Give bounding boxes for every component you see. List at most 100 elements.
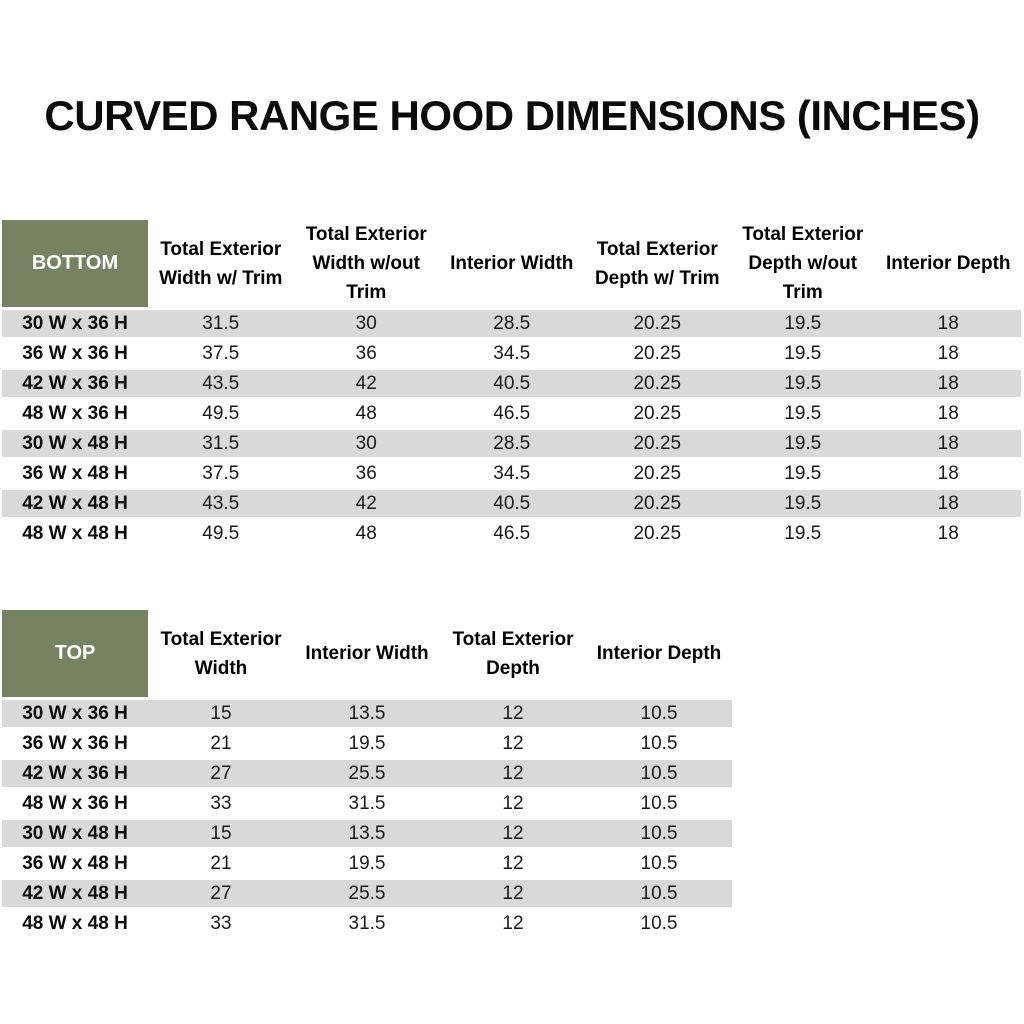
value-cell: 48 [355,402,377,424]
value-cell: 13.5 [294,700,440,727]
column-header: Total Exterior Width [160,628,282,679]
table-row: 30 W x 36 H 31.5 30 28.5 20.25 19.5 18 [2,310,1021,337]
value-cell: 10.5 [640,852,678,874]
value-cell: 31.5 [148,310,294,337]
header-row: TOP Total Exterior Width Interior Width Tot… [2,610,732,697]
bottom-dimensions-table: BOTTOM Total Exterior Width w/ Trim Total … [2,217,1021,550]
row-label: 36 W x 36 H [22,732,128,754]
value-cell: 10.5 [640,912,678,934]
column-header: Total Exterior Depth [452,628,574,679]
value-cell: 40.5 [439,370,585,397]
value-cell: 19.5 [730,490,876,517]
value-cell: 27 [148,880,294,907]
value-cell: 12 [502,912,524,934]
value-cell: 20.25 [584,430,730,457]
column-header: Interior Depth [885,253,1011,274]
value-cell: 12 [440,880,586,907]
value-cell: 42 [293,370,439,397]
value-cell: 30 [293,310,439,337]
value-cell: 21 [210,852,232,874]
value-cell: 25.5 [294,760,440,787]
column-header: Interior Width [305,643,429,664]
table-row: 48 W x 48 H 33 31.5 12 10.5 [2,910,732,937]
value-cell: 20.25 [584,310,730,337]
value-cell: 28.5 [439,430,585,457]
value-cell: 19.5 [730,370,876,397]
value-cell: 19.5 [730,430,876,457]
value-cell: 13.5 [294,820,440,847]
row-label: 36 W x 48 H [22,462,128,484]
value-cell: 18 [937,462,959,484]
corner-cell: BOTTOM [2,220,148,307]
row-label: 30 W x 36 H [2,310,148,337]
value-cell: 10.5 [586,760,732,787]
value-cell: 37.5 [202,462,240,484]
value-cell: 12 [440,820,586,847]
table-row: 36 W x 48 H 21 19.5 12 10.5 [2,850,732,877]
column-header: Total Exterior Width w/out Trim [305,224,427,303]
table-row: 42 W x 36 H 27 25.5 12 10.5 [2,760,732,787]
table-row: 36 W x 48 H 37.5 36 34.5 20.25 19.5 18 [2,460,1021,487]
value-cell: 46.5 [493,522,531,544]
value-cell: 36 [355,342,377,364]
value-cell: 18 [937,402,959,424]
value-cell: 31.5 [148,430,294,457]
row-label: 30 W x 48 H [2,820,148,847]
table-row: 48 W x 48 H 49.5 48 46.5 20.25 19.5 18 [2,520,1021,547]
table-row: 42 W x 36 H 43.5 42 40.5 20.25 19.5 18 [2,370,1021,397]
value-cell: 12 [502,792,524,814]
value-cell: 12 [440,700,586,727]
value-cell: 18 [875,490,1021,517]
value-cell: 18 [875,430,1021,457]
row-label: 36 W x 36 H [22,342,128,364]
value-cell: 10.5 [586,820,732,847]
value-cell: 15 [148,700,294,727]
column-header: Total Exterior Depth w/ Trim [594,238,720,289]
value-cell: 20.25 [584,490,730,517]
value-cell: 20.25 [633,402,682,424]
value-cell: 20.25 [633,522,682,544]
value-cell: 10.5 [586,880,732,907]
column-header: Total Exterior Width w/ Trim [159,238,283,289]
value-cell: 33 [210,792,232,814]
value-cell: 48 [355,522,377,544]
value-cell: 18 [937,522,959,544]
value-cell: 19.5 [784,522,822,544]
value-cell: 10.5 [640,732,678,754]
table-row: 42 W x 48 H 43.5 42 40.5 20.25 19.5 18 [2,490,1021,517]
value-cell: 19.5 [348,732,386,754]
value-cell: 19.5 [730,310,876,337]
value-cell: 27 [148,760,294,787]
value-cell: 19.5 [784,462,822,484]
value-cell: 12 [440,760,586,787]
table-row: 30 W x 48 H 15 13.5 12 10.5 [2,820,732,847]
value-cell: 34.5 [493,462,531,484]
table-row: 48 W x 36 H 33 31.5 12 10.5 [2,790,732,817]
value-cell: 19.5 [348,852,386,874]
table-row: 42 W x 48 H 27 25.5 12 10.5 [2,880,732,907]
value-cell: 19.5 [784,402,822,424]
column-header: Interior Depth [596,643,722,664]
table-row: 30 W x 36 H 15 13.5 12 10.5 [2,700,732,727]
page-title: CURVED RANGE HOOD DIMENSIONS (INCHES) [44,92,980,139]
value-cell: 31.5 [348,792,386,814]
header-row: BOTTOM Total Exterior Width w/ Trim Total … [2,220,1021,307]
value-cell: 49.5 [202,522,240,544]
row-label: 48 W x 48 H [22,522,128,544]
value-cell: 28.5 [439,310,585,337]
row-label: 42 W x 48 H [2,490,148,517]
value-cell: 42 [293,490,439,517]
value-cell: 19.5 [784,342,822,364]
top-dimensions-table: TOP Total Exterior Width Interior Width Tot… [2,607,732,940]
value-cell: 43.5 [148,370,294,397]
value-cell: 21 [210,732,232,754]
row-label: 36 W x 48 H [22,852,128,874]
row-label: 30 W x 48 H [2,430,148,457]
value-cell: 10.5 [640,792,678,814]
column-header: Total Exterior Depth w/out Trim [742,224,864,303]
row-label: 48 W x 48 H [22,912,128,934]
value-cell: 36 [355,462,377,484]
value-cell: 18 [875,310,1021,337]
value-cell: 46.5 [493,402,531,424]
